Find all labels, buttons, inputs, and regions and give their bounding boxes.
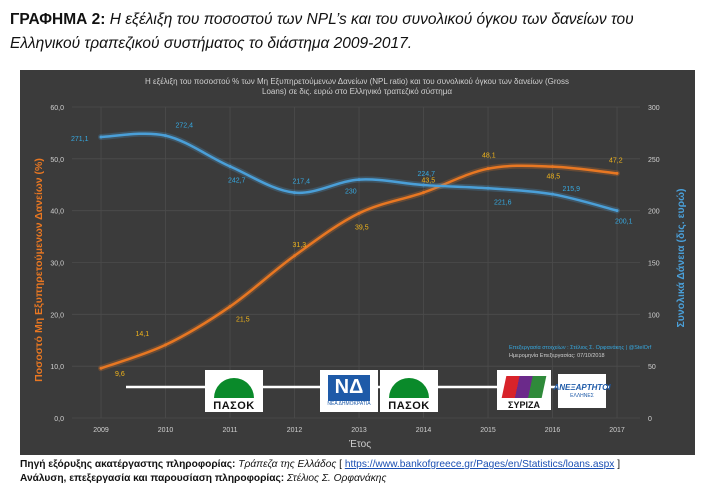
npl-data-label: 48,1 <box>482 153 496 160</box>
pasok-logo-text: ΠΑΣΟΚ <box>388 400 430 412</box>
npl-data-point <box>615 171 619 175</box>
loans-data-label: 217,4 <box>293 179 311 186</box>
loans-data-label: 271,1 <box>71 136 89 143</box>
npl-data-label: 21,5 <box>236 317 250 324</box>
y2-tick-label: 50 <box>648 364 656 371</box>
loans-data-label: 215,9 <box>563 186 581 193</box>
npl-data-label: 31,3 <box>293 242 307 249</box>
x-axis-label: Έτος <box>348 439 371 450</box>
nd-logo: ΝΔ ΝΕΑ ΔΗΜΟΚΡΑΤΙΑ <box>320 370 378 412</box>
y-tick-label: 20,0 <box>50 312 64 319</box>
npl-data-label: 48,5 <box>547 174 561 181</box>
credit-line-1: Επεξεργασία στοιχείων : Στέλιος Σ. Ορφαν… <box>509 345 652 351</box>
y-axis-label: Ποσοστό Μη Εξυπηρετούμενων Δανείων (%) <box>33 158 45 382</box>
npl-data-point <box>486 167 490 171</box>
y2-tick-label: 150 <box>648 261 660 268</box>
credit-line-2: Ημερομηνία Επεξεργασίας: 07/10/2018 <box>509 353 605 359</box>
y-tick-label: 30,0 <box>50 261 64 268</box>
loans-data-point <box>551 192 554 196</box>
pasok-sun-icon <box>214 378 254 398</box>
y2-tick-label: 0 <box>648 416 652 423</box>
anel-logo: ΑΝΕΞΑΡΤΗΤΟΙ ΕΛΛΗΝΕΣ <box>553 374 611 408</box>
analysis-value: Στέλιος Σ. Ορφανάκης <box>287 473 387 484</box>
npl-data-label: 39,5 <box>355 224 369 231</box>
source-label: Πηγή εξόρυξης ακατέργαστης πληροφορίας: <box>20 459 236 470</box>
npl-data-label: 47,2 <box>609 157 623 164</box>
analysis-label: Ανάλυση, επεξεργασία και παρουσίαση πληρ… <box>20 473 285 484</box>
y2-axis-label: Συνολικά Δάνεια (δις. ευρώ) <box>675 188 687 327</box>
npl-data-point <box>551 165 554 169</box>
npl-data-label: 43,5 <box>422 178 436 185</box>
loans-data-label: 230 <box>345 189 357 196</box>
figure-caption: ΓΡΑΦΗΜΑ 2: Η εξέλιξη του ποσοστού των NP… <box>10 8 705 56</box>
chart-credit: Επεξεργασία στοιχείων : Στέλιος Σ. Ορφαν… <box>509 344 689 360</box>
source-link[interactable]: https://www.bankofgreece.gr/Pages/en/Sta… <box>344 459 615 470</box>
npl-data-point <box>164 343 167 347</box>
loans-data-point <box>228 164 232 168</box>
pasok-sun-icon <box>389 378 429 398</box>
loans-data-point <box>422 183 425 187</box>
nd-logo-text: ΝΕΑ ΔΗΜΟΚΡΑΤΙΑ <box>327 400 371 407</box>
y-tick-label: 40,0 <box>50 209 64 216</box>
loans-data-label: 221,6 <box>494 199 512 206</box>
chart-svg: Η εξέλιξη του ποσοστού % των Μη Εξυπηρετ… <box>33 77 687 450</box>
x-tick-label: 2013 <box>351 427 367 434</box>
source-value: Τράπεζα της Ελλάδος <box>238 459 337 470</box>
loans-data-point <box>164 134 167 138</box>
x-tick-label: 2015 <box>480 427 496 434</box>
chart-title-line2: Loans) σε δις. ευρώ στο Ελληνικό τραπεζι… <box>262 87 452 96</box>
syriza-flag-icon <box>501 376 547 398</box>
y-tick-label: 10,0 <box>50 364 64 371</box>
y2-tick-label: 100 <box>648 312 660 319</box>
x-tick-label: 2009 <box>93 427 109 434</box>
loans-data-point <box>486 186 490 190</box>
loans-data-label: 200,1 <box>615 219 633 226</box>
npl-data-point <box>293 254 296 258</box>
y-tick-label: 60,0 <box>50 105 64 112</box>
caption-text: Η εξέλιξη του ποσοστού των NPL’s και του… <box>10 11 634 52</box>
anel-logo-text: ΑΝΕΞΑΡΤΗΤΟΙ <box>553 383 611 392</box>
x-tick-label: 2014 <box>416 427 432 434</box>
y-tick-label: 50,0 <box>50 157 64 164</box>
y2-tick-label: 250 <box>648 157 660 164</box>
syriza-logo: ΣΥΡΙΖΑ <box>497 370 551 410</box>
x-tick-label: 2010 <box>158 427 174 434</box>
chart-title: Η εξέλιξη του ποσοστού % των Μη Εξυπηρετ… <box>145 77 569 86</box>
npl-data-point <box>422 191 425 195</box>
anel-logo-subtext: ΕΛΛΗΝΕΣ <box>570 393 594 399</box>
loans-data-label: 224,7 <box>418 171 436 178</box>
npl-data-point <box>357 211 361 215</box>
loans-data-label: 242,7 <box>228 177 246 184</box>
loans-data-point <box>357 178 361 182</box>
x-tick-label: 2016 <box>545 427 561 434</box>
x-tick-label: 2011 <box>222 427 237 434</box>
y2-tick-label: 200 <box>648 209 660 216</box>
npl-data-point <box>228 305 232 309</box>
loans-data-point <box>615 209 619 213</box>
nd-logo-mark: ΝΔ <box>328 374 370 401</box>
caption-heading: ΓΡΑΦΗΜΑ 2: <box>10 11 106 28</box>
pasok-logo: ΠΑΣΟΚ <box>205 370 263 412</box>
loans-data-point <box>99 135 103 139</box>
npl-data-label: 9,6 <box>115 371 125 378</box>
source-line: Πηγή εξόρυξης ακατέργαστης πληροφορίας: … <box>20 459 621 470</box>
analysis-line: Ανάλυση, επεξεργασία και παρουσίαση πληρ… <box>20 472 710 486</box>
loans-data-point <box>293 191 296 195</box>
loans-data-label: 272,4 <box>176 123 194 130</box>
npl-data-point <box>99 366 103 370</box>
x-tick-label: 2012 <box>287 427 303 434</box>
figure-footer: Πηγή εξόρυξης ακατέργαστης πληροφορίας: … <box>20 458 710 486</box>
npl-data-label: 14,1 <box>136 331 150 338</box>
y2-tick-label: 300 <box>648 105 660 112</box>
y-tick-label: 0,0 <box>54 416 64 423</box>
pasok-logo-text: ΠΑΣΟΚ <box>213 400 255 412</box>
syriza-logo-text: ΣΥΡΙΖΑ <box>508 400 540 410</box>
x-tick-label: 2017 <box>609 427 625 434</box>
pasok-logo-2: ΠΑΣΟΚ <box>380 370 438 412</box>
chart-frame: Η εξέλιξη του ποσοστού % των Μη Εξυπηρετ… <box>20 70 695 455</box>
